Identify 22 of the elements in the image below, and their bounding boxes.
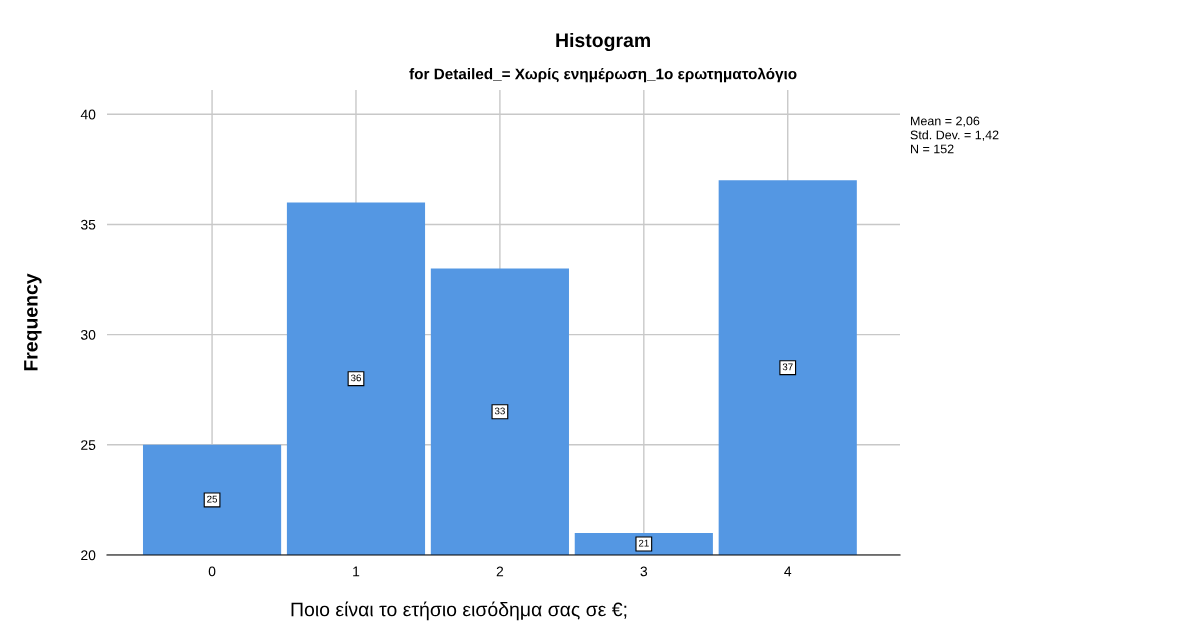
x-tick-label: 1 [353,566,360,577]
y-tick-label: 30 [80,329,96,340]
data-label: 21 [638,539,649,547]
data-label: 25 [207,495,218,503]
text: Mean = 2,06 [911,116,980,127]
y-axis-title: Frequency [24,273,42,371]
y-tick-label: 20 [81,550,96,561]
x-tick-label: 2 [496,566,504,577]
text: Std. Dev. = 1,42 [910,130,999,141]
text: N = 152 [911,144,954,154]
data-label: 37 [782,363,793,371]
chart-title: Histogram [556,32,650,52]
x-tick-label: 4 [784,566,792,577]
y-tick-label: 25 [81,440,96,450]
x-tick-label: 0 [208,566,216,577]
x-axis-title: Ποιο είναι το ετήσιο εισόδημα σας σε €; [291,601,627,621]
x-tick-label: 3 [640,566,648,577]
y-tick-label: 35 [80,219,96,230]
data-label: 33 [494,407,505,415]
chart-subtitle: for Detailed_= Χωρίς ενημέρωση_1ο ερωτηματολόγιο [409,67,797,83]
y-tick-label: 40 [80,109,96,120]
data-label: 36 [350,374,361,382]
